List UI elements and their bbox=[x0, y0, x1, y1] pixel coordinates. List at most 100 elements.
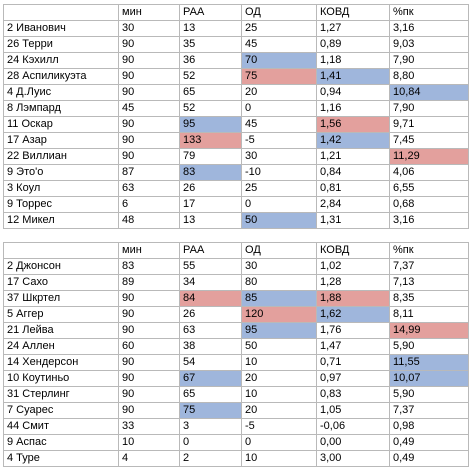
cell-pk-percent: 8,80 bbox=[389, 68, 469, 85]
cell-pk-percent: 7,45 bbox=[389, 132, 469, 149]
cell-kovd: 1,28 bbox=[316, 274, 390, 291]
cell-player: 44 Смит bbox=[3, 418, 119, 435]
cell-raa: 79 bbox=[179, 148, 242, 165]
cell-kovd: 1,41 bbox=[316, 68, 390, 85]
cell-raa: 65 bbox=[179, 84, 242, 101]
cell-od: 30 bbox=[241, 258, 317, 275]
player-stats-table-bottom: мин РАА ОД КОВД %пк 2 Джонсон 83 55 30 1,02 7,37 17… bbox=[3, 242, 469, 467]
cell-kovd: 1,16 bbox=[316, 100, 390, 117]
cell-od: -5 bbox=[241, 132, 317, 149]
cell-raa: 26 bbox=[179, 306, 242, 323]
cell-player: 37 Шкртел bbox=[3, 290, 119, 307]
header-cell-od: ОД bbox=[241, 242, 317, 259]
cell-raa: 13 bbox=[179, 212, 242, 229]
table-row: 2 Джонсон 83 55 30 1,02 7,37 bbox=[3, 258, 469, 275]
cell-player: 7 Суарес bbox=[3, 402, 119, 419]
cell-minutes: 10 bbox=[118, 434, 180, 451]
cell-pk-percent: 11,29 bbox=[389, 148, 469, 165]
cell-raa: 34 bbox=[179, 274, 242, 291]
cell-kovd: 0,89 bbox=[316, 36, 390, 53]
cell-minutes: 4 bbox=[118, 450, 180, 467]
header-cell-od: ОД bbox=[241, 4, 317, 21]
cell-kovd: 2,84 bbox=[316, 196, 390, 213]
cell-minutes: 63 bbox=[118, 180, 180, 197]
cell-player: 21 Лейва bbox=[3, 322, 119, 339]
cell-pk-percent: 7,90 bbox=[389, 100, 469, 117]
cell-od: 20 bbox=[241, 402, 317, 419]
cell-player: 11 Оскар bbox=[3, 116, 119, 133]
cell-kovd: 1,88 bbox=[316, 290, 390, 307]
cell-player: 8 Лэмпард bbox=[3, 100, 119, 117]
cell-od: -10 bbox=[241, 164, 317, 181]
cell-kovd: 0,83 bbox=[316, 386, 390, 403]
cell-minutes: 33 bbox=[118, 418, 180, 435]
table-row: 2 Иванович 30 13 25 1,27 3,16 bbox=[3, 20, 469, 37]
cell-raa: 36 bbox=[179, 52, 242, 69]
table-row: 31 Стерлинг 90 65 10 0,83 5,90 bbox=[3, 386, 469, 403]
cell-raa: 133 bbox=[179, 132, 242, 149]
header-cell-pk-percent: %пк bbox=[389, 4, 469, 21]
cell-od: 70 bbox=[241, 52, 317, 69]
cell-minutes: 90 bbox=[118, 386, 180, 403]
cell-od: -5 bbox=[241, 418, 317, 435]
cell-player: 4 Д.Луис bbox=[3, 84, 119, 101]
cell-pk-percent: 11,55 bbox=[389, 354, 469, 371]
cell-od: 45 bbox=[241, 116, 317, 133]
cell-od: 95 bbox=[241, 322, 317, 339]
table-row: 12 Микел 48 13 50 1,31 3,16 bbox=[3, 212, 469, 229]
cell-od: 20 bbox=[241, 84, 317, 101]
cell-raa: 84 bbox=[179, 290, 242, 307]
table-row: 26 Терри 90 35 45 0,89 9,03 bbox=[3, 36, 469, 53]
cell-minutes: 90 bbox=[118, 148, 180, 165]
cell-od: 120 bbox=[241, 306, 317, 323]
cell-kovd: 1,21 bbox=[316, 148, 390, 165]
cell-kovd: 0,81 bbox=[316, 180, 390, 197]
cell-od: 0 bbox=[241, 434, 317, 451]
cell-kovd: 0,94 bbox=[316, 84, 390, 101]
cell-kovd: 1,31 bbox=[316, 212, 390, 229]
cell-kovd: 1,02 bbox=[316, 258, 390, 275]
cell-minutes: 87 bbox=[118, 164, 180, 181]
cell-player: 24 Кэхилл bbox=[3, 52, 119, 69]
cell-raa: 67 bbox=[179, 370, 242, 387]
cell-pk-percent: 0,49 bbox=[389, 450, 469, 467]
cell-pk-percent: 9,71 bbox=[389, 116, 469, 133]
cell-od: 25 bbox=[241, 180, 317, 197]
cell-pk-percent: 3,16 bbox=[389, 20, 469, 37]
cell-player: 14 Хендерсон bbox=[3, 354, 119, 371]
cell-player: 5 Аггер bbox=[3, 306, 119, 323]
table-row: 11 Оскар 90 95 45 1,56 9,71 bbox=[3, 116, 469, 133]
cell-od: 25 bbox=[241, 20, 317, 37]
table-row: 9 Это'о 87 83 -10 0,84 4,06 bbox=[3, 164, 469, 181]
cell-player: 4 Туре bbox=[3, 450, 119, 467]
cell-pk-percent: 8,35 bbox=[389, 290, 469, 307]
cell-pk-percent: 5,90 bbox=[389, 386, 469, 403]
cell-player: 31 Стерлинг bbox=[3, 386, 119, 403]
cell-pk-percent: 0,68 bbox=[389, 196, 469, 213]
header-cell-raa: РАА bbox=[179, 242, 242, 259]
cell-minutes: 90 bbox=[118, 402, 180, 419]
cell-player: 28 Аспиликуэта bbox=[3, 68, 119, 85]
cell-kovd: 0,84 bbox=[316, 164, 390, 181]
cell-raa: 35 bbox=[179, 36, 242, 53]
cell-pk-percent: 0,49 bbox=[389, 434, 469, 451]
header-row: мин РАА ОД КОВД %пк bbox=[3, 4, 469, 21]
cell-raa: 55 bbox=[179, 258, 242, 275]
table-row: 8 Лэмпард 45 52 0 1,16 7,90 bbox=[3, 100, 469, 117]
table-row: 14 Хендерсон 90 54 10 0,71 11,55 bbox=[3, 354, 469, 371]
cell-minutes: 90 bbox=[118, 68, 180, 85]
cell-pk-percent: 5,90 bbox=[389, 338, 469, 355]
cell-pk-percent: 7,90 bbox=[389, 52, 469, 69]
table-row: 21 Лейва 90 63 95 1,76 14,99 bbox=[3, 322, 469, 339]
cell-od: 50 bbox=[241, 338, 317, 355]
cell-player: 2 Джонсон bbox=[3, 258, 119, 275]
cell-minutes: 83 bbox=[118, 258, 180, 275]
cell-player: 9 Аспас bbox=[3, 434, 119, 451]
cell-raa: 65 bbox=[179, 386, 242, 403]
cell-od: 10 bbox=[241, 386, 317, 403]
cell-pk-percent: 9,03 bbox=[389, 36, 469, 53]
cell-kovd: 1,62 bbox=[316, 306, 390, 323]
cell-raa: 63 bbox=[179, 322, 242, 339]
cell-minutes: 90 bbox=[118, 370, 180, 387]
cell-od: 75 bbox=[241, 68, 317, 85]
